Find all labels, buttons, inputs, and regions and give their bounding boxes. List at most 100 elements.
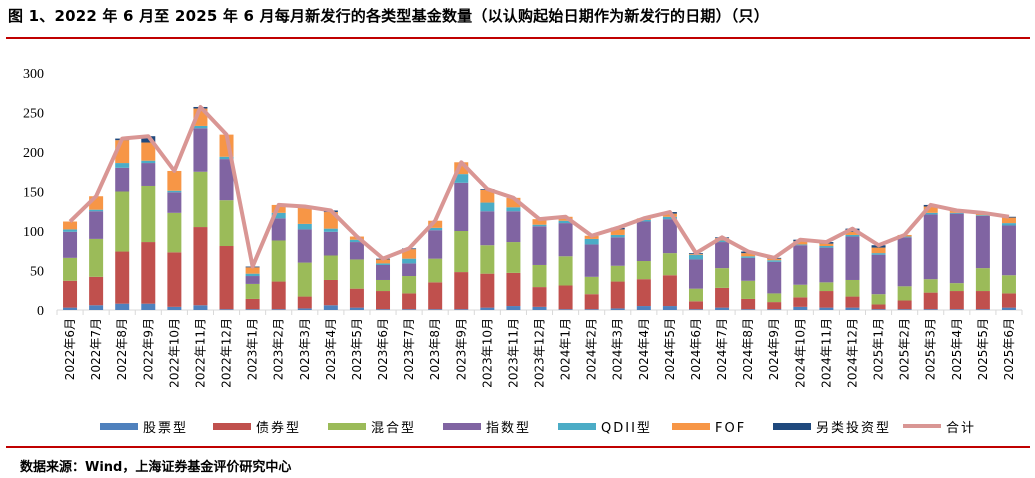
- bar-segment: [245, 267, 260, 274]
- legend-label: FOF: [715, 421, 746, 436]
- bar-segment: [297, 206, 312, 224]
- bar-segment: [141, 160, 156, 164]
- bar-segment: [715, 240, 730, 243]
- bar-segment: [193, 128, 208, 172]
- source-note: 数据来源：Wind，上海证券基金评价研究中心: [20, 460, 292, 475]
- bar-segment: [715, 242, 730, 269]
- bar-segment: [636, 261, 651, 280]
- x-tick-label: 2022年6月: [63, 318, 77, 380]
- bar-segment: [715, 307, 730, 310]
- bar-segment: [115, 303, 130, 310]
- bar-segment: [741, 253, 756, 257]
- bar-segment: [1001, 307, 1016, 310]
- bar-segment: [897, 237, 912, 287]
- bar-segment: [767, 261, 782, 294]
- bar-segment: [532, 226, 547, 265]
- y-tick-label: 250: [23, 107, 44, 122]
- bar-segment: [662, 253, 677, 276]
- y-tick-label: 0: [37, 304, 44, 319]
- bar-segment: [428, 282, 443, 310]
- bar-segment: [402, 293, 417, 310]
- bar-segment: [167, 170, 182, 191]
- bar-segment: [506, 272, 521, 307]
- bar-segment: [89, 211, 104, 239]
- bar-segment: [610, 265, 625, 282]
- bar-segment: [949, 309, 964, 310]
- bar-segment: [793, 306, 808, 310]
- bar-segment: [845, 279, 860, 297]
- bar-segment: [532, 264, 547, 288]
- x-tick-label: 2022年7月: [89, 318, 103, 380]
- legend-swatch: [773, 423, 811, 430]
- bar-segment: [584, 238, 599, 245]
- bar-segment: [245, 276, 260, 284]
- bar-segment: [871, 254, 886, 295]
- bar-segment: [819, 291, 834, 308]
- bar-segment: [506, 197, 521, 208]
- bar-segment: [63, 231, 78, 258]
- bar-segment: [636, 221, 651, 262]
- x-tick-label: 2024年3月: [611, 318, 625, 380]
- total-line: [68, 104, 1010, 269]
- bar-segment: [63, 257, 78, 281]
- bar-segment: [871, 304, 886, 310]
- bar-segment: [89, 209, 104, 212]
- x-tick-label: 2023年1月: [246, 318, 260, 380]
- x-tick-label: 2023年2月: [272, 318, 286, 380]
- bar-segment: [323, 231, 338, 256]
- bar-segment: [297, 223, 312, 230]
- bar-segment: [402, 249, 417, 259]
- bar-segment: [454, 272, 469, 310]
- bar-segment: [193, 305, 208, 310]
- bar-segment: [428, 309, 443, 310]
- bar-segment: [871, 247, 886, 254]
- bar-segment: [871, 294, 886, 305]
- bar-segment: [402, 276, 417, 294]
- y-tick-label: 100: [23, 225, 44, 240]
- bar-segment: [89, 276, 104, 306]
- bar-segment: [115, 163, 130, 168]
- bar-segment: [741, 257, 756, 281]
- bar-segment: [428, 258, 443, 283]
- bar-segment: [115, 167, 130, 192]
- x-tick-label: 2024年5月: [663, 318, 677, 380]
- bar-segment: [949, 212, 964, 214]
- bar-segment: [141, 242, 156, 304]
- x-tick-label: 2022年10月: [167, 318, 181, 388]
- x-tick-label: 2024年12月: [845, 318, 859, 388]
- bar-segment: [506, 211, 521, 243]
- bar-segment: [793, 245, 808, 285]
- bar-segment: [454, 162, 469, 175]
- legend-swatch: [100, 423, 138, 430]
- bar-segment: [584, 276, 599, 295]
- x-tick-label: 2024年11月: [819, 318, 833, 388]
- bar-segment: [975, 215, 990, 269]
- bar-segment: [845, 296, 860, 308]
- bar-segment: [897, 286, 912, 301]
- bar-segment: [349, 307, 364, 310]
- bar-segment: [975, 291, 990, 310]
- bar-segment: [819, 246, 834, 248]
- y-tick-label: 50: [30, 265, 44, 280]
- bar-segment: [193, 171, 208, 228]
- bar-segment: [741, 298, 756, 310]
- legend-label: 股票型: [143, 421, 188, 436]
- bar-segment: [63, 221, 78, 230]
- bar-segment: [193, 125, 208, 129]
- bar-segment: [271, 281, 286, 310]
- bar-segment: [454, 174, 469, 183]
- bar-segment: [532, 287, 547, 307]
- x-tick-label: 2022年9月: [141, 318, 155, 380]
- bar-segment: [297, 296, 312, 309]
- bar-segment: [1001, 275, 1016, 294]
- bar-segment: [975, 268, 990, 292]
- bar-segment: [167, 192, 182, 213]
- bar-segment: [271, 309, 286, 310]
- legend-swatch: [328, 423, 366, 430]
- x-tick-label: 2025年1月: [872, 318, 886, 380]
- bar-segment: [767, 309, 782, 310]
- bar-segment: [897, 300, 912, 310]
- x-tick-label: 2024年6月: [689, 318, 703, 380]
- bar-segment: [402, 309, 417, 310]
- bar-segment: [741, 280, 756, 299]
